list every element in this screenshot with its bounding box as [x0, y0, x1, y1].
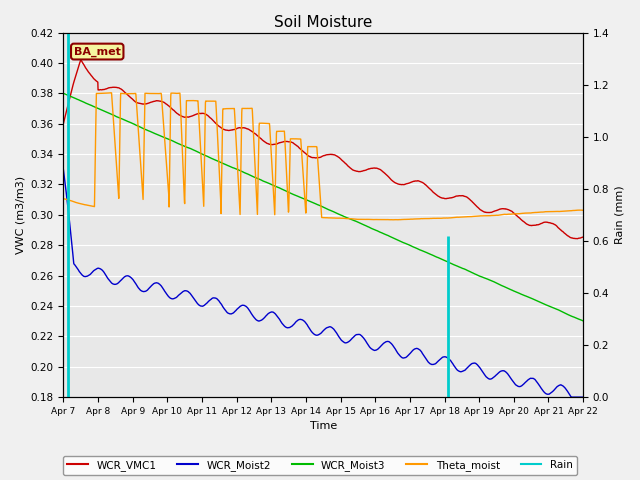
Title: Soil Moisture: Soil Moisture — [274, 15, 372, 30]
WCR_Moist3 — [338, 213, 346, 218]
WCR_VMC1 — [573, 236, 581, 241]
WCR_Moist3 — [548, 304, 556, 310]
Theta_moist — [107, 90, 115, 96]
Theta_moist — [339, 216, 346, 221]
WCR_Moist3 — [533, 298, 541, 304]
WCR_Moist3 — [579, 318, 587, 324]
WCR_VMC1 — [579, 234, 587, 240]
WCR_Moist3 — [60, 90, 67, 96]
WCR_Moist2 — [204, 299, 212, 304]
WCR_VMC1 — [474, 205, 482, 211]
WCR_Moist2 — [548, 389, 556, 395]
Y-axis label: VWC (m3/m3): VWC (m3/m3) — [15, 176, 25, 254]
Theta_moist — [548, 209, 556, 215]
WCR_Moist3 — [349, 217, 357, 223]
WCR_VMC1 — [349, 167, 357, 173]
WCR_Moist2 — [568, 394, 575, 400]
WCR_VMC1 — [60, 120, 67, 126]
WCR_VMC1 — [339, 157, 346, 163]
Theta_moist — [389, 217, 397, 223]
Theta_moist — [534, 209, 541, 215]
WCR_Moist3 — [204, 154, 212, 160]
X-axis label: Time: Time — [310, 421, 337, 432]
Theta_moist — [60, 196, 67, 202]
Theta_moist — [349, 216, 357, 222]
WCR_Moist2 — [533, 380, 541, 385]
WCR_Moist2 — [60, 167, 67, 172]
WCR_VMC1 — [534, 222, 541, 228]
WCR_VMC1 — [77, 57, 84, 63]
Theta_moist — [474, 213, 482, 219]
WCR_Moist2 — [338, 338, 346, 344]
Line: Theta_moist: Theta_moist — [63, 93, 583, 220]
Theta_moist — [205, 98, 212, 104]
WCR_Moist2 — [579, 394, 587, 400]
Theta_moist — [579, 207, 587, 213]
Legend: WCR_VMC1, WCR_Moist2, WCR_Moist3, Theta_moist, Rain: WCR_VMC1, WCR_Moist2, WCR_Moist3, Theta_… — [63, 456, 577, 475]
WCR_Moist2 — [474, 362, 482, 368]
Line: WCR_Moist3: WCR_Moist3 — [63, 93, 583, 321]
WCR_Moist3 — [474, 273, 482, 278]
Y-axis label: Rain (mm): Rain (mm) — [615, 186, 625, 244]
WCR_VMC1 — [205, 113, 212, 119]
WCR_Moist2 — [349, 335, 357, 340]
Line: WCR_VMC1: WCR_VMC1 — [63, 60, 583, 239]
Text: BA_met: BA_met — [74, 47, 121, 57]
Line: WCR_Moist2: WCR_Moist2 — [63, 169, 583, 397]
WCR_VMC1 — [548, 220, 556, 226]
